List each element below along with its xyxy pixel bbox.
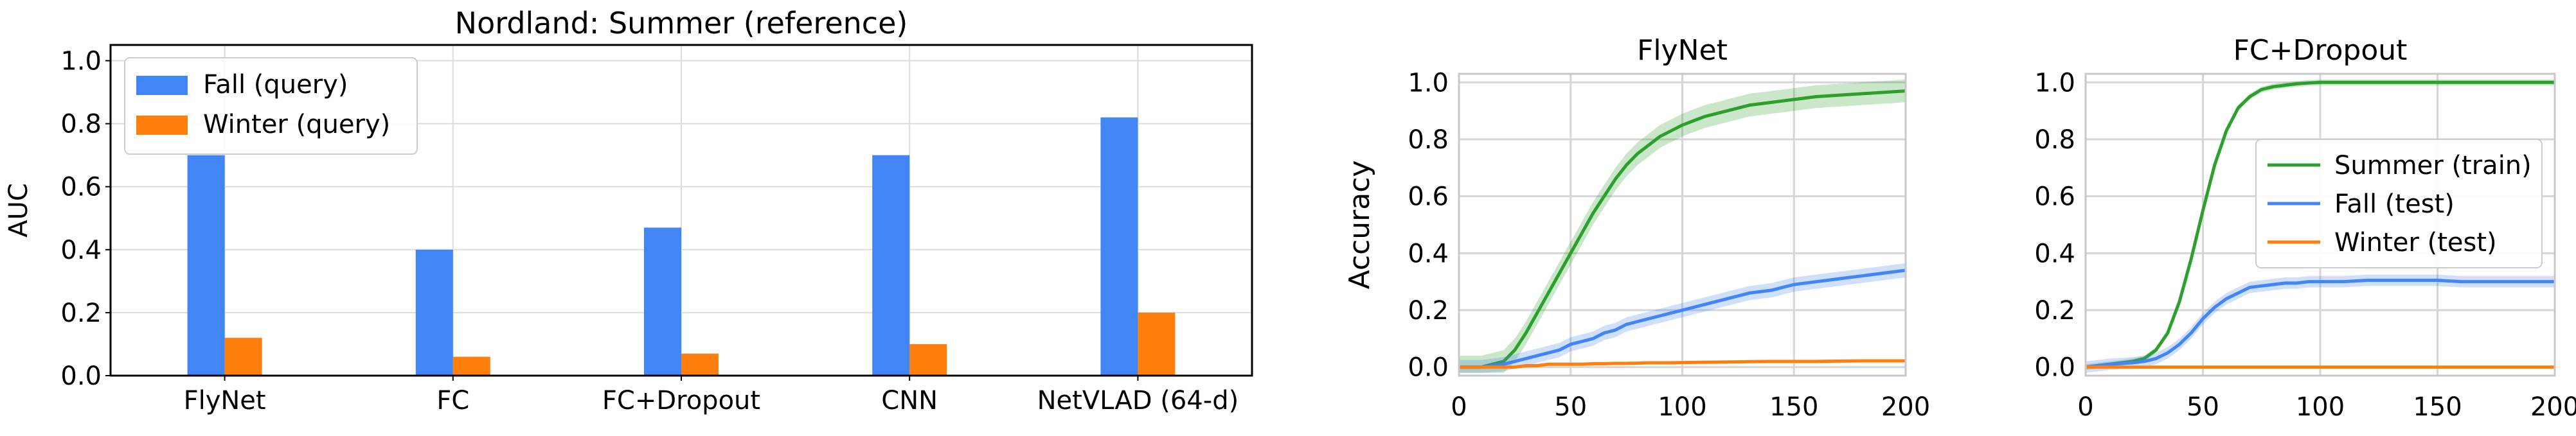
y-tick-label: 0.2 — [60, 299, 102, 328]
legend-label: Summer (train) — [2334, 151, 2532, 180]
x-tick-label: FC+Dropout — [602, 386, 760, 415]
legend-label: Fall (query) — [203, 70, 348, 100]
plot-frame — [109, 44, 1253, 377]
x-tick-label: CNN — [881, 386, 938, 415]
x-tick-label: 50 — [2187, 392, 2219, 422]
bar-chart-auc: 0.0 0.2 0.4 0.6 0.8 1.0 FlyNet FC FC+Dropout CNN N… — [4, 6, 1253, 415]
x-tick-label: 50 — [1554, 392, 1587, 422]
x-tick-label: 150 — [2413, 392, 2462, 422]
y-tick-label: 0.8 — [2034, 125, 2075, 155]
line-chart-fc-dropout: 0.0 0.2 0.4 0.6 0.8 1.0 0 50 100 150 200 FC+Dropout… — [2034, 34, 2576, 422]
y-tick-label: 0.4 — [60, 236, 102, 265]
x-tick-label: FlyNet — [184, 386, 266, 415]
y-tick-label: 0.2 — [1408, 296, 1449, 326]
plot-frame — [2084, 73, 2556, 377]
chart-title: FC+Dropout — [2233, 34, 2408, 67]
y-tick-label: 0.0 — [1408, 353, 1449, 383]
y-tick-label: 1.0 — [2034, 68, 2075, 98]
y-tick-label: 0.6 — [1408, 182, 1449, 212]
legend-label: Winter (test) — [2334, 228, 2497, 257]
legend-label: Fall (test) — [2334, 189, 2455, 219]
x-tick-label: 100 — [2296, 392, 2345, 422]
bar-fall — [415, 249, 453, 376]
x-tick-label: FC — [436, 386, 469, 415]
y-tick-label: 0.6 — [60, 173, 102, 202]
bar-winter — [452, 356, 490, 376]
y-tick-label: 0.8 — [1408, 125, 1449, 155]
x-tick-label: 100 — [1658, 392, 1706, 422]
line-fall — [2085, 278, 2555, 369]
line-chart-flynet: 0.0 0.2 0.4 0.6 0.8 1.0 0 50 100 150 200 FlyNet Accu… — [1343, 34, 1930, 422]
x-tick-label: 200 — [1881, 392, 1930, 422]
line-summer — [2085, 80, 2555, 369]
legend-box — [124, 57, 418, 155]
y-tick-label: 0.4 — [1408, 239, 1449, 268]
y-axis-label: Accuracy — [1343, 161, 1376, 290]
chart-title: FlyNet — [1637, 34, 1728, 67]
bar-winter — [224, 338, 262, 376]
line-winter — [1459, 359, 1906, 369]
x-tick-label: 150 — [1769, 392, 1818, 422]
plot-frame — [1458, 73, 1907, 377]
x-tick-label: 0 — [2077, 392, 2093, 422]
bar-winter — [681, 353, 719, 376]
y-tick-label: 0.0 — [2034, 353, 2075, 383]
x-tick-label: NetVLAD (64-d) — [1037, 386, 1239, 415]
y-tick-label: 0.2 — [2034, 296, 2075, 326]
line-fall — [1459, 268, 1906, 369]
y-tick-label: 1.0 — [1408, 68, 1449, 98]
y-tick-label: 0.0 — [60, 362, 102, 391]
legend-swatch — [136, 76, 188, 95]
bar-winter — [909, 344, 947, 376]
legend-label: Winter (query) — [203, 110, 390, 139]
chart-title: Nordland: Summer (reference) — [455, 6, 908, 40]
bar-winter — [1138, 312, 1176, 376]
x-tick-label: 200 — [2530, 392, 2576, 422]
bar-fall — [644, 227, 681, 376]
y-tick-label: 0.8 — [60, 110, 102, 139]
bar-fall — [187, 155, 225, 376]
y-tick-label: 1.0 — [60, 47, 102, 76]
y-axis-label: AUC — [4, 183, 33, 238]
bar-fall — [1100, 117, 1138, 376]
legend-swatch — [136, 116, 188, 135]
x-tick-label: 0 — [1451, 392, 1467, 422]
legend-box — [2255, 139, 2543, 268]
line-summer — [1459, 89, 1906, 369]
y-tick-label: 0.6 — [2034, 182, 2075, 212]
y-tick-label: 0.4 — [2034, 239, 2075, 268]
bar-fall — [872, 155, 910, 376]
